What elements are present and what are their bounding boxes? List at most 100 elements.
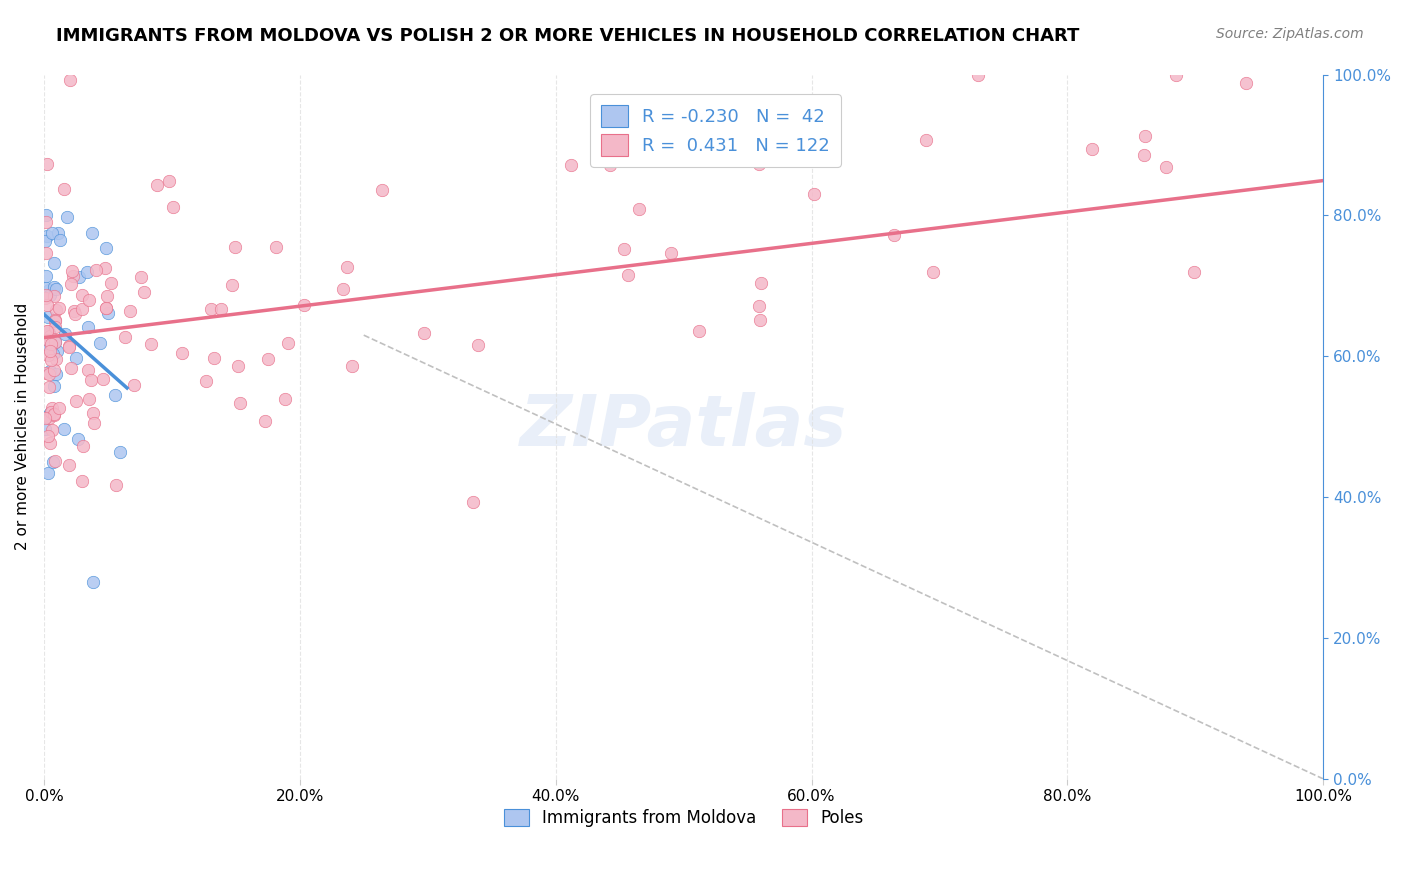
- Point: [37, 348, 59, 362]
- Point: [77, 363, 100, 377]
- Point: [336, 260, 359, 274]
- Point: [132, 285, 155, 300]
- Point: [688, 324, 710, 338]
- Point: [157, 174, 180, 188]
- Point: [38, 326, 60, 341]
- Point: [195, 374, 218, 388]
- Point: [39, 344, 62, 359]
- Point: [38, 287, 60, 301]
- Point: [748, 299, 770, 313]
- Point: [226, 359, 249, 373]
- Point: [209, 301, 232, 316]
- Point: [42, 378, 65, 392]
- Point: [38, 380, 60, 394]
- Point: [62, 269, 84, 284]
- Point: [114, 330, 136, 344]
- Point: [37, 367, 59, 381]
- Point: [915, 133, 938, 147]
- Point: [224, 240, 246, 254]
- Point: [883, 227, 905, 242]
- Point: [70, 474, 93, 488]
- Point: [104, 388, 127, 402]
- Point: [76, 319, 98, 334]
- Point: [742, 97, 765, 112]
- Point: [46, 226, 69, 240]
- Point: [84, 262, 107, 277]
- Point: [340, 359, 363, 373]
- Point: [58, 73, 80, 87]
- Point: [35, 281, 58, 295]
- Point: [332, 283, 354, 297]
- Point: [82, 406, 104, 420]
- Point: [67, 270, 90, 285]
- Point: [659, 246, 682, 260]
- Point: [44, 320, 66, 334]
- Point: [35, 209, 58, 223]
- Point: [41, 353, 63, 368]
- Text: IMMIGRANTS FROM MOLDOVA VS POLISH 2 OR MORE VEHICLES IN HOUSEHOLD CORRELATION CH: IMMIGRANTS FROM MOLDOVA VS POLISH 2 OR M…: [56, 27, 1080, 45]
- Point: [1154, 161, 1177, 175]
- Point: [65, 351, 87, 366]
- Text: Source: ZipAtlas.com: Source: ZipAtlas.com: [1216, 27, 1364, 41]
- Point: [72, 439, 94, 453]
- Point: [34, 235, 56, 249]
- Point: [613, 242, 636, 256]
- Point: [70, 301, 93, 316]
- Point: [44, 363, 66, 377]
- Point: [45, 367, 67, 381]
- Point: [100, 277, 122, 291]
- Point: [35, 324, 58, 338]
- Point: [63, 304, 86, 318]
- Point: [200, 301, 222, 316]
- Point: [1164, 68, 1187, 82]
- Point: [39, 435, 62, 450]
- Point: [41, 455, 63, 469]
- Point: [264, 240, 287, 254]
- Point: [38, 328, 60, 343]
- Point: [44, 334, 66, 349]
- Point: [37, 310, 59, 324]
- Point: [97, 306, 120, 320]
- Legend: Immigrants from Moldova, Poles: Immigrants from Moldova, Poles: [498, 803, 870, 834]
- Point: [48, 401, 70, 415]
- Point: [257, 351, 280, 366]
- Point: [104, 478, 127, 492]
- Point: [82, 226, 104, 240]
- Point: [41, 423, 63, 437]
- Text: ZIPatlas: ZIPatlas: [520, 392, 848, 461]
- Point: [44, 407, 66, 421]
- Point: [44, 314, 66, 328]
- Point: [39, 337, 62, 351]
- Point: [599, 158, 621, 172]
- Point: [748, 157, 770, 171]
- Point: [34, 366, 56, 380]
- Point: [35, 229, 58, 244]
- Point: [122, 377, 145, 392]
- Point: [922, 265, 945, 279]
- Point: [37, 334, 59, 348]
- Point: [35, 288, 58, 302]
- Point: [39, 405, 62, 419]
- Point: [45, 302, 67, 317]
- Point: [45, 282, 67, 296]
- Point: [53, 182, 76, 196]
- Point: [749, 277, 772, 291]
- Point: [77, 392, 100, 406]
- Point: [41, 401, 63, 415]
- Point: [39, 406, 62, 420]
- Point: [65, 307, 87, 321]
- Point: [35, 246, 58, 260]
- Point: [560, 159, 582, 173]
- Point: [34, 421, 56, 435]
- Point: [35, 215, 58, 229]
- Point: [44, 408, 66, 422]
- Point: [58, 339, 80, 353]
- Point: [1182, 265, 1205, 279]
- Point: [59, 360, 82, 375]
- Point: [65, 393, 87, 408]
- Point: [146, 178, 169, 192]
- Point: [44, 334, 66, 349]
- Point: [53, 327, 76, 342]
- Point: [37, 466, 59, 480]
- Point: [274, 392, 297, 406]
